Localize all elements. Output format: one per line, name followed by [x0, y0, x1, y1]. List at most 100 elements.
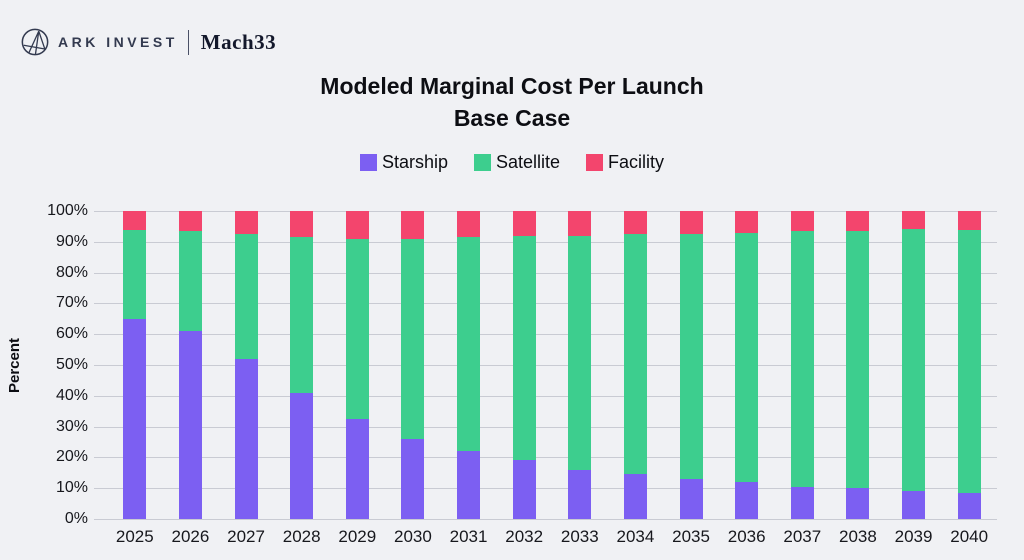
brand-secondary: Mach33 — [200, 29, 277, 54]
bar-segment-starship-2040 — [957, 492, 981, 519]
bar-segment-starship-2027 — [234, 358, 258, 519]
bar-segment-satellite-2030 — [401, 238, 425, 439]
bar-segment-starship-2032 — [512, 460, 536, 519]
stacked-bar-2030 — [401, 211, 425, 519]
stacked-bar-2034 — [623, 211, 647, 519]
x-tick-label-2030: 2030 — [394, 527, 432, 546]
bar-segment-facility-2036 — [735, 211, 759, 233]
bar-column-2029 — [330, 211, 386, 519]
legend-label-starship: Starship — [381, 152, 448, 172]
bar-segment-satellite-2026 — [178, 231, 202, 332]
bar-segment-satellite-2036 — [735, 232, 759, 483]
bar-column-2025 — [107, 211, 163, 519]
bar-segment-satellite-2033 — [568, 235, 592, 470]
y-tick-label: 70% — [55, 294, 88, 312]
stacked-bar-2025 — [123, 211, 147, 519]
bar-segment-facility-2025 — [123, 211, 147, 230]
x-tick-label-2037: 2037 — [783, 527, 822, 546]
gridline — [94, 519, 997, 520]
x-tick-label-2026: 2026 — [171, 527, 210, 546]
x-tick-label-2040: 2040 — [950, 527, 989, 546]
stacked-bar-2033 — [568, 211, 592, 519]
bar-segment-satellite-2035 — [679, 234, 703, 479]
chart-title-line1: Modeled Marginal Cost Per Launch — [320, 73, 704, 99]
stacked-bar-2028 — [290, 211, 314, 519]
legend-swatch-starship — [359, 154, 377, 171]
y-tick-label: 100% — [47, 202, 88, 219]
bar-column-2039 — [886, 211, 942, 519]
bar-segment-satellite-2040 — [957, 229, 981, 493]
bar-segment-facility-2032 — [512, 211, 536, 236]
bar-segment-facility-2026 — [178, 211, 202, 232]
bar-segment-satellite-2032 — [512, 235, 536, 461]
gridline — [94, 241, 997, 243]
bar-segment-facility-2029 — [345, 211, 369, 239]
bar-segment-facility-2030 — [401, 211, 425, 239]
stacked-bar-2038 — [846, 211, 870, 519]
y-axis-tick-labels: 0% 10% 20% 30% 40% 50% 60% 70% 80% 90% 100% — [0, 202, 88, 527]
bar-segment-starship-2026 — [178, 331, 202, 519]
bar-column-2026 — [163, 211, 219, 519]
x-tick-label-2034: 2034 — [616, 527, 655, 546]
bar-column-2031 — [441, 211, 497, 519]
brand-name: ARK INVEST — [58, 34, 178, 50]
bar-segment-starship-2028 — [290, 392, 314, 519]
legend-item-starship: Starship — [359, 152, 448, 173]
stacked-bar-2039 — [902, 211, 926, 519]
bar-segment-facility-2033 — [568, 211, 592, 236]
bar-column-2040 — [941, 211, 997, 519]
bar-segment-facility-2034 — [623, 211, 647, 235]
x-tick-label-2028: 2028 — [282, 527, 321, 546]
stacked-bar-2031 — [457, 211, 481, 519]
bar-segment-facility-2035 — [679, 211, 703, 235]
bar-segment-facility-2037 — [790, 211, 814, 232]
bar-segment-facility-2028 — [290, 211, 314, 238]
bar-column-2030 — [385, 211, 441, 519]
y-tick-label: 0% — [64, 510, 88, 527]
bar-column-2028 — [274, 211, 330, 519]
bar-segment-satellite-2025 — [123, 229, 147, 319]
x-tick-label-2027: 2027 — [227, 527, 265, 546]
y-tick-label: 40% — [55, 386, 88, 404]
bar-segment-satellite-2039 — [902, 229, 926, 492]
y-tick-label: 30% — [55, 417, 88, 435]
legend-item-satellite: Satellite — [473, 152, 560, 173]
bar-column-2033 — [552, 211, 608, 519]
bar-column-2037 — [775, 211, 831, 519]
brand-separator — [187, 29, 189, 55]
x-tick-label-2025: 2025 — [115, 527, 154, 546]
bar-segment-starship-2031 — [457, 451, 481, 519]
bar-segment-satellite-2029 — [345, 238, 369, 419]
stacked-bar-2029 — [345, 211, 369, 519]
gridline — [94, 488, 997, 490]
x-tick-label-2032: 2032 — [505, 527, 544, 546]
ark-invest-logo-icon — [21, 28, 49, 56]
bar-segment-starship-2030 — [401, 438, 425, 519]
y-tick-label: 60% — [55, 325, 88, 343]
bar-segment-facility-2038 — [846, 211, 870, 232]
legend-swatch-facility — [586, 154, 604, 171]
x-tick-label-2036: 2036 — [727, 527, 766, 546]
bar-segment-satellite-2034 — [623, 234, 647, 475]
bar-column-2034 — [608, 211, 664, 519]
x-tick-label-2038: 2038 — [839, 527, 877, 546]
y-tick-label: 20% — [55, 448, 88, 466]
stacked-bar-2026 — [178, 211, 202, 519]
x-tick-label-2035: 2035 — [672, 527, 710, 546]
bar-segment-satellite-2027 — [234, 234, 258, 359]
chart-legend: Starship Satellite Facility — [0, 152, 1024, 173]
bars-layer — [107, 211, 997, 519]
y-tick-label: 50% — [55, 356, 88, 373]
stacked-bar-2037 — [790, 211, 814, 519]
bar-segment-satellite-2028 — [290, 237, 314, 393]
stacked-bar-2036 — [735, 211, 759, 519]
brand-header: ARK INVEST Mach33 — [20, 27, 276, 57]
gridline — [94, 457, 997, 459]
stacked-bar-2032 — [512, 211, 536, 519]
stacked-bar-2027 — [234, 211, 258, 519]
bar-column-2027 — [218, 211, 274, 519]
y-tick-label: 90% — [55, 232, 88, 250]
bar-segment-starship-2034 — [623, 474, 647, 519]
x-axis-tick-labels: 2025 2026 2027 2028 2029 2030 2031 2032 2033 2034… — [107, 527, 997, 547]
